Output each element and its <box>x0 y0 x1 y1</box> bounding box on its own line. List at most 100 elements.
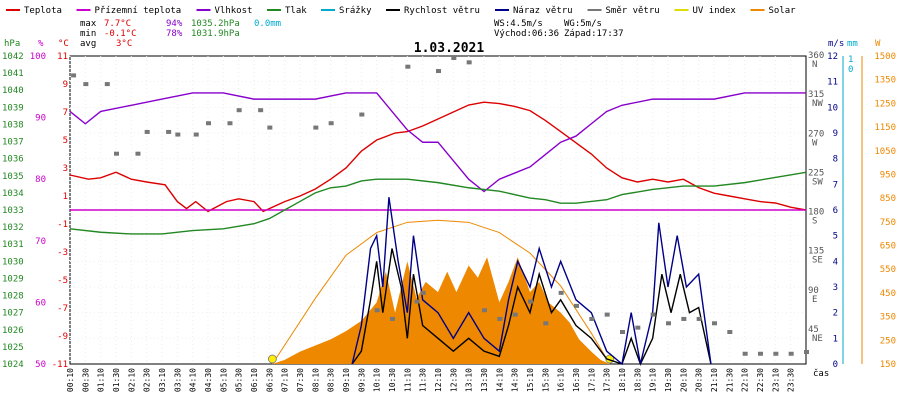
x-tick-1: 00:30 <box>81 368 90 392</box>
x-tick-45: 22:30 <box>756 368 765 392</box>
wind-dir-point-22 <box>436 69 441 74</box>
wind-dir-point-35 <box>635 325 641 330</box>
watt-tick-10: 450 <box>880 289 896 299</box>
x-tick-0: 00:10 <box>66 368 75 392</box>
hpa-tick-11: 1031 <box>2 240 24 250</box>
stat-sunrise: Východ:06:36 <box>494 29 559 39</box>
ms-tick-2: 10 <box>827 103 838 113</box>
watt-tick-13: 150 <box>880 360 896 370</box>
temp-tick-9: -7 <box>57 304 68 314</box>
ms-tick-1: 11 <box>827 78 838 88</box>
x-tick-17: 08:30 <box>327 368 336 392</box>
wind-dir-point-5 <box>144 129 150 134</box>
ms-tick-0: 12 <box>827 52 838 62</box>
mm-tick-0: 1 <box>848 55 853 65</box>
x-tick-2: 01:10 <box>97 368 106 392</box>
stat-min-temp: -0.1°C <box>104 29 137 39</box>
wind-dir-point-0 <box>71 73 77 78</box>
hpa-tick-13: 1029 <box>2 274 24 284</box>
watt-tick-7: 750 <box>880 218 896 228</box>
hpa-tick-18: 1024 <box>2 360 24 370</box>
ms-tick-7: 5 <box>833 232 838 242</box>
legend-label-4: Srážky <box>339 6 372 16</box>
legend: Teplota Přízemní teplota Vlhkost Tlak Srážky… <box>6 6 796 16</box>
dir-deg-4: 180 <box>808 208 824 218</box>
hpa-tick-12: 1030 <box>2 257 24 267</box>
temp-tick-5: 1 <box>63 192 68 202</box>
mm-tick-1: 0 <box>848 65 853 75</box>
x-tick-47: 23:30 <box>787 368 796 392</box>
dir-deg-5: 135 <box>808 247 824 257</box>
temp-tick-10: -9 <box>57 332 68 342</box>
x-tick-44: 22:10 <box>741 368 750 392</box>
wind-dir-point-1 <box>83 82 89 87</box>
legend-label-7: Směr větru <box>606 6 660 16</box>
wind-dir-point-7 <box>175 132 181 137</box>
hpa-tick-8: 1034 <box>2 189 24 199</box>
watt-axis-label: W <box>875 39 881 49</box>
wind-dir-point-8 <box>193 132 199 137</box>
wind-dir-point-29 <box>543 321 549 326</box>
dir-card-3: SW <box>812 177 823 187</box>
solar-area <box>272 257 610 364</box>
pct-tick-0: 100 <box>30 52 46 62</box>
wind-dir-point-43 <box>758 351 763 356</box>
wind-dir-point-44 <box>773 351 779 356</box>
wind-dir-point-14 <box>313 125 319 130</box>
hpa-tick-3: 1039 <box>2 103 24 113</box>
stat-max-press: 1035.2hPa <box>191 19 240 29</box>
ms-tick-6: 6 <box>833 206 838 216</box>
legend-label-2: Vlhkost <box>215 6 253 16</box>
stat-avg-temp: 3°C <box>116 39 132 49</box>
dir-deg-3: 225 <box>808 168 824 178</box>
stat-max-temp: 7.7°C <box>104 19 131 29</box>
x-tick-11: 05:30 <box>235 368 244 392</box>
wind-dir-point-46 <box>804 350 809 355</box>
pct-tick-2: 80 <box>35 175 46 185</box>
pct-tick-1: 90 <box>35 114 46 124</box>
chart-title: 1.03.2021 <box>414 41 485 56</box>
temp-tick-11: -11 <box>52 360 68 370</box>
x-tick-27: 13:30 <box>480 368 489 392</box>
pct-tick-4: 60 <box>35 298 46 308</box>
legend-label-5: Rychlost větru <box>404 6 480 16</box>
ms-tick-11: 1 <box>833 334 838 344</box>
watt-tick-8: 650 <box>880 242 896 252</box>
hpa-tick-1: 1041 <box>2 69 24 79</box>
wind-dir-point-39 <box>696 316 702 321</box>
stat-min-label: min <box>80 29 96 39</box>
stat-max-label: max <box>80 19 97 29</box>
wind-dir-point-40 <box>712 321 717 326</box>
watt-tick-9: 550 <box>880 265 896 275</box>
series-line-4 <box>351 248 712 366</box>
wind-dir-point-45 <box>788 351 794 356</box>
wind-dir-point-31 <box>574 303 579 308</box>
x-tick-22: 11:10 <box>403 368 412 392</box>
dir-deg-1: 315 <box>808 90 824 100</box>
stat-avg-label: avg <box>80 39 96 49</box>
temp-tick-2: 7 <box>63 108 68 118</box>
hpa-tick-10: 1032 <box>2 223 24 233</box>
x-tick-8: 04:10 <box>189 368 198 392</box>
wind-dir-point-2 <box>104 82 110 87</box>
hpa-tick-9: 1033 <box>2 206 24 216</box>
pct-axis-label: % <box>38 39 44 49</box>
stat-ws: WS:4.5m/s <box>494 19 543 29</box>
watt-tick-11: 350 <box>880 313 896 323</box>
dir-deg-2: 270 <box>808 129 824 139</box>
dir-deg-0: 360 <box>808 51 824 61</box>
watt-tick-6: 850 <box>880 194 896 204</box>
wind-dir-point-17 <box>374 308 380 313</box>
watt-tick-3: 1150 <box>874 123 896 133</box>
x-axis-label: čas <box>813 368 829 379</box>
x-tick-10: 05:10 <box>219 368 228 392</box>
wind-dir-point-42 <box>742 351 748 356</box>
hpa-tick-0: 1042 <box>2 52 24 62</box>
wind-dir-point-38 <box>681 316 687 321</box>
mm-axis-label: mm <box>847 39 858 49</box>
hpa-tick-4: 1038 <box>2 120 24 130</box>
wind-dir-point-26 <box>497 316 503 321</box>
hpa-tick-17: 1025 <box>2 343 24 353</box>
hpa-axis-label: hPa <box>4 39 20 49</box>
